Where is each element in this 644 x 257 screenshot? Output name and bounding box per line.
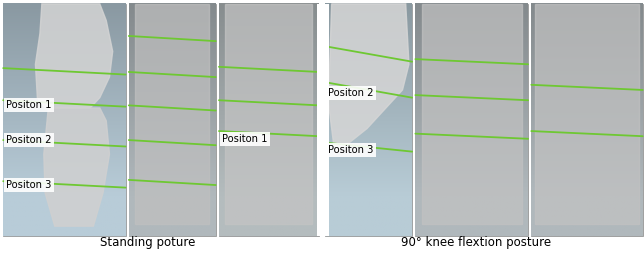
Polygon shape [35, 4, 113, 108]
Polygon shape [422, 4, 522, 224]
Bar [415, 4, 528, 236]
Polygon shape [535, 4, 639, 224]
Bar [317, 4, 329, 236]
Bar [3, 4, 126, 236]
Text: Positon 2: Positon 2 [6, 135, 52, 145]
Text: Positon 1: Positon 1 [6, 100, 52, 110]
Text: Positon 2: Positon 2 [328, 88, 374, 97]
Polygon shape [328, 4, 409, 154]
Text: Positon 1: Positon 1 [222, 134, 268, 144]
Polygon shape [44, 108, 109, 226]
Text: Positon 3: Positon 3 [328, 145, 374, 155]
Polygon shape [135, 4, 209, 224]
Bar [325, 4, 412, 236]
Bar [219, 4, 319, 236]
Bar [531, 4, 643, 236]
Text: Positon 3: Positon 3 [6, 180, 52, 190]
Text: 90° knee flextion posture: 90° knee flextion posture [401, 236, 552, 249]
Bar [129, 4, 216, 236]
Text: Standing poture: Standing poture [100, 236, 196, 249]
Polygon shape [225, 4, 312, 224]
